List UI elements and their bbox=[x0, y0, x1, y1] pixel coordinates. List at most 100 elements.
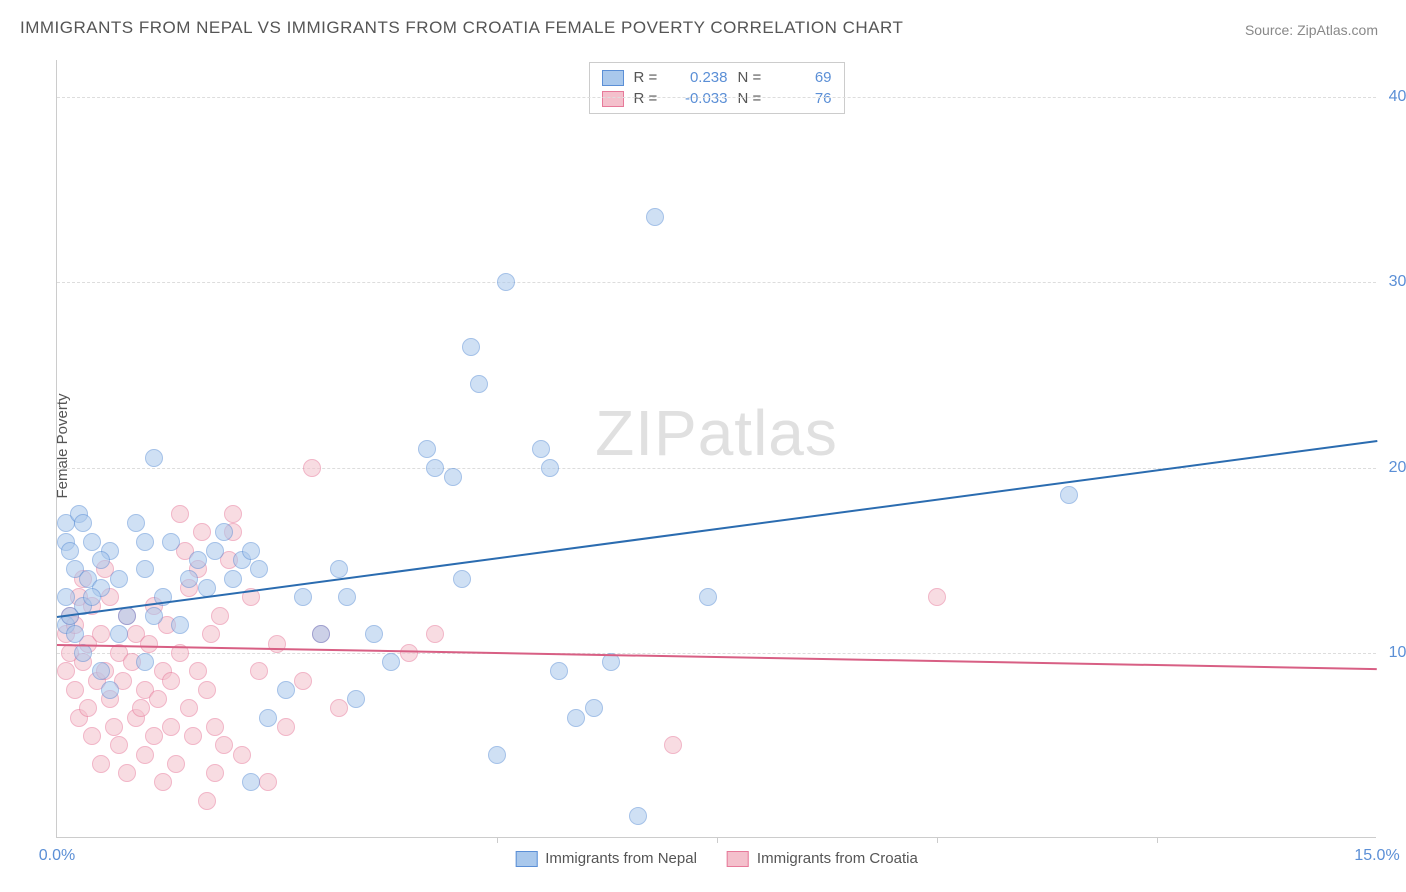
data-point bbox=[532, 440, 550, 458]
r-value-croatia: -0.033 bbox=[672, 90, 728, 107]
data-point bbox=[57, 588, 75, 606]
data-point bbox=[224, 505, 242, 523]
data-point bbox=[154, 773, 172, 791]
data-point bbox=[550, 662, 568, 680]
data-point bbox=[541, 459, 559, 477]
data-point bbox=[66, 625, 84, 643]
gridline bbox=[57, 653, 1376, 654]
data-point bbox=[629, 807, 647, 825]
data-point bbox=[418, 440, 436, 458]
data-point bbox=[189, 662, 207, 680]
gridline bbox=[57, 282, 1376, 283]
r-value-nepal: 0.238 bbox=[672, 69, 728, 86]
data-point bbox=[233, 746, 251, 764]
legend-row-croatia: R = -0.033 N = 76 bbox=[602, 88, 832, 109]
data-point bbox=[189, 551, 207, 569]
data-point bbox=[145, 449, 163, 467]
data-point bbox=[312, 625, 330, 643]
data-point bbox=[206, 764, 224, 782]
data-point bbox=[92, 551, 110, 569]
data-point bbox=[206, 542, 224, 560]
watermark-zip: ZIP bbox=[595, 397, 698, 469]
data-point bbox=[400, 644, 418, 662]
series-name-nepal: Immigrants from Nepal bbox=[545, 850, 697, 867]
data-point bbox=[198, 792, 216, 810]
source-label: Source: ZipAtlas.com bbox=[1245, 22, 1378, 38]
n-label: N = bbox=[738, 69, 766, 86]
r-label: R = bbox=[634, 90, 662, 107]
data-point bbox=[57, 662, 75, 680]
data-point bbox=[162, 672, 180, 690]
data-point bbox=[105, 718, 123, 736]
data-point bbox=[1060, 486, 1078, 504]
data-point bbox=[215, 736, 233, 754]
legend-item-croatia: Immigrants from Croatia bbox=[727, 850, 918, 867]
data-point bbox=[664, 736, 682, 754]
chart-title: IMMIGRANTS FROM NEPAL VS IMMIGRANTS FROM… bbox=[20, 18, 903, 38]
data-point bbox=[132, 699, 150, 717]
y-tick-label: 20.0% bbox=[1389, 459, 1406, 477]
data-point bbox=[110, 570, 128, 588]
data-point bbox=[127, 514, 145, 532]
x-tick-minor bbox=[1157, 837, 1158, 843]
plot-area: ZIPatlas R = 0.238 N = 69 R = -0.033 N =… bbox=[56, 60, 1376, 838]
data-point bbox=[92, 625, 110, 643]
data-point bbox=[462, 338, 480, 356]
data-point bbox=[242, 773, 260, 791]
x-tick-label: 0.0% bbox=[39, 847, 75, 865]
data-point bbox=[928, 588, 946, 606]
y-tick-label: 10.0% bbox=[1389, 644, 1406, 662]
swatch-croatia bbox=[602, 91, 624, 107]
data-point bbox=[171, 616, 189, 634]
data-point bbox=[294, 588, 312, 606]
data-point bbox=[330, 699, 348, 717]
data-point bbox=[167, 755, 185, 773]
data-point bbox=[162, 533, 180, 551]
data-point bbox=[92, 755, 110, 773]
data-point bbox=[303, 459, 321, 477]
data-point bbox=[585, 699, 603, 717]
data-point bbox=[136, 560, 154, 578]
y-tick-label: 30.0% bbox=[1389, 273, 1406, 291]
data-point bbox=[110, 736, 128, 754]
watermark: ZIPatlas bbox=[595, 396, 838, 470]
data-point bbox=[277, 681, 295, 699]
correlation-legend: R = 0.238 N = 69 R = -0.033 N = 76 bbox=[589, 62, 845, 114]
data-point bbox=[426, 459, 444, 477]
data-point bbox=[140, 635, 158, 653]
data-point bbox=[250, 560, 268, 578]
data-point bbox=[136, 746, 154, 764]
data-point bbox=[646, 208, 664, 226]
data-point bbox=[180, 570, 198, 588]
n-value-nepal: 69 bbox=[776, 69, 832, 86]
y-tick-label: 40.0% bbox=[1389, 88, 1406, 106]
data-point bbox=[206, 718, 224, 736]
data-point bbox=[92, 662, 110, 680]
data-point bbox=[470, 375, 488, 393]
data-point bbox=[136, 653, 154, 671]
data-point bbox=[330, 560, 348, 578]
data-point bbox=[347, 690, 365, 708]
legend-item-nepal: Immigrants from Nepal bbox=[515, 850, 697, 867]
data-point bbox=[444, 468, 462, 486]
data-point bbox=[294, 672, 312, 690]
data-point bbox=[184, 727, 202, 745]
data-point bbox=[110, 625, 128, 643]
x-tick-label: 15.0% bbox=[1354, 847, 1399, 865]
swatch-nepal bbox=[602, 70, 624, 86]
data-point bbox=[149, 690, 167, 708]
data-point bbox=[136, 533, 154, 551]
data-point bbox=[198, 681, 216, 699]
data-point bbox=[488, 746, 506, 764]
data-point bbox=[242, 542, 260, 560]
data-point bbox=[145, 727, 163, 745]
data-point bbox=[215, 523, 233, 541]
gridline bbox=[57, 97, 1376, 98]
data-point bbox=[202, 625, 220, 643]
data-point bbox=[338, 588, 356, 606]
x-tick-minor bbox=[717, 837, 718, 843]
data-point bbox=[83, 533, 101, 551]
data-point bbox=[382, 653, 400, 671]
data-point bbox=[277, 718, 295, 736]
data-point bbox=[83, 727, 101, 745]
